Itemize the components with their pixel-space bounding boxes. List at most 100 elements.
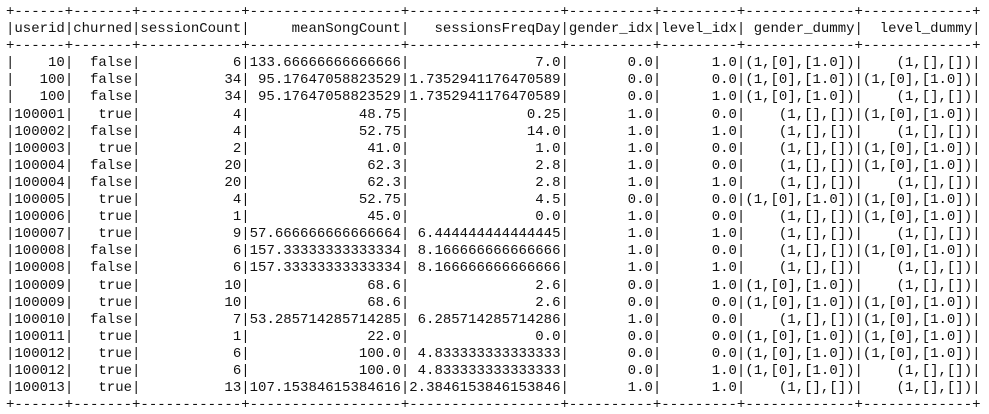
cell: 1.0 — [627, 106, 653, 123]
cell: 20 — [224, 157, 242, 174]
cell: 100.0 — [358, 345, 401, 362]
separator-line: +------+-------+------------+-----------… — [6, 4, 981, 20]
cell: 1.0 — [627, 226, 653, 243]
cell: 13 — [224, 380, 242, 397]
cell: 41.0 — [367, 140, 401, 157]
cell: (1,[],[]) — [778, 260, 855, 277]
cell: 1 — [232, 209, 242, 226]
cell: (1,[0],[1.0]) — [862, 209, 973, 226]
cell: 4 — [232, 106, 242, 123]
cell: 0.0 — [627, 328, 653, 345]
cell: 0.0 — [711, 192, 737, 209]
cell: 48.75 — [358, 106, 401, 123]
data-row: |100009| true| 10| 68.6| 2.6| 0.0| 0.0|(1,[0],… — [6, 294, 981, 311]
cell: 4.5 — [535, 192, 561, 209]
cell: (1,[0],[1.0]) — [745, 192, 855, 209]
cell: 6.285714285714286 — [417, 311, 561, 328]
cell: 0.0 — [711, 157, 737, 174]
cell: 8.166666666666666 — [417, 260, 561, 277]
separator-line: +------+-------+------------+-----------… — [6, 397, 981, 414]
cell: 1.0 — [711, 55, 737, 72]
cell: false — [90, 243, 133, 260]
cell: 100008 — [14, 243, 65, 260]
cell: (1,[0],[1.0]) — [862, 294, 973, 311]
data-row: |100005| true| 4| 52.75| 4.5| 0.0| 0.0|(1,[0],… — [6, 192, 981, 209]
data-row: |100010| false| 7|53.285714285714285| 6.285… — [6, 311, 981, 328]
cell: (1,[0],[1.0]) — [862, 311, 973, 328]
cell: 0.0 — [627, 72, 653, 89]
cell: 100013 — [14, 380, 65, 397]
cell: (1,[],[]) — [778, 174, 855, 191]
cell: 6 — [232, 55, 242, 72]
cell: true — [98, 140, 133, 157]
cell: true — [98, 294, 133, 311]
cell: true — [98, 226, 133, 243]
cell: (1,[0],[1.0]) — [745, 55, 855, 72]
cell: 6 — [232, 362, 242, 379]
cell: (1,[],[]) — [778, 106, 855, 123]
cell: 1.7352941176470589 — [409, 72, 561, 89]
cell: (1,[0],[1.0]) — [862, 243, 973, 260]
cell: 1.0 — [711, 277, 737, 294]
cell: 100001 — [14, 106, 65, 123]
cell: 100004 — [14, 157, 65, 174]
cell: (1,[0],[1.0]) — [862, 157, 973, 174]
cell: (1,[],[]) — [896, 380, 973, 397]
cell: 0.0 — [711, 328, 737, 345]
column-header: churned — [73, 21, 133, 38]
cell: 0.0 — [711, 72, 737, 89]
cell: 1.0 — [627, 174, 653, 191]
cell: (1,[0],[1.0]) — [862, 345, 973, 362]
cell: (1,[0],[1.0]) — [862, 106, 973, 123]
cell: 157.33333333333334 — [249, 260, 401, 277]
data-row: |100004| false| 20| 62.3| 2.8| 1.0| 1.0| (1,[],… — [6, 174, 981, 191]
cell: 100004 — [14, 174, 65, 191]
cell: 0.0 — [711, 209, 737, 226]
cell: 20 — [224, 174, 242, 191]
column-header: level_idx — [661, 21, 737, 38]
cell: true — [98, 328, 133, 345]
cell: 34 — [224, 89, 242, 106]
cell: (1,[],[]) — [778, 157, 855, 174]
cell: 6 — [232, 345, 242, 362]
cell: 1.0 — [711, 362, 737, 379]
cell: false — [90, 123, 133, 140]
cell: 34 — [224, 72, 242, 89]
cell: 0.0 — [627, 89, 653, 106]
cell: 6 — [232, 260, 242, 277]
cell: 1.0 — [627, 209, 653, 226]
cell: 10 — [224, 294, 242, 311]
cell: 53.285714285714285 — [249, 311, 401, 328]
cell: 1.0 — [711, 226, 737, 243]
cell: (1,[],[]) — [778, 140, 855, 157]
cell: true — [98, 209, 133, 226]
cell: 0.0 — [627, 294, 653, 311]
cell: (1,[],[]) — [778, 123, 855, 140]
cell: 1.0 — [627, 123, 653, 140]
cell: 0.0 — [627, 362, 653, 379]
cell: 100007 — [14, 226, 65, 243]
cell: 157.33333333333334 — [249, 243, 401, 260]
cell: true — [98, 106, 133, 123]
separator-line: +------+-------+------------+-----------… — [6, 38, 981, 55]
cell: 1.0 — [711, 260, 737, 277]
cell: 2.8 — [535, 157, 561, 174]
cell: (1,[0],[1.0]) — [862, 328, 973, 345]
cell: 1.0 — [627, 260, 653, 277]
cell: (1,[],[]) — [896, 89, 973, 106]
cell: 4 — [232, 123, 242, 140]
cell: 1.0 — [627, 311, 653, 328]
cell: 45.0 — [367, 209, 401, 226]
data-row: |100009| true| 10| 68.6| 2.6| 0.0| 1.0|(1,[0],… — [6, 277, 981, 294]
column-header: sessionsFreqDay — [434, 21, 561, 38]
column-header: gender_idx — [568, 21, 653, 38]
cell: 52.75 — [358, 192, 401, 209]
cell: (1,[0],[1.0]) — [745, 72, 855, 89]
cell: (1,[],[]) — [896, 174, 973, 191]
data-row: | 100| false| 34| 95.17647058823529|1.735294… — [6, 72, 981, 89]
cell: 0.0 — [627, 277, 653, 294]
cell: true — [98, 362, 133, 379]
cell: (1,[0],[1.0]) — [745, 277, 855, 294]
cell: 100 — [39, 72, 65, 89]
cell: 6.444444444444445 — [417, 226, 561, 243]
